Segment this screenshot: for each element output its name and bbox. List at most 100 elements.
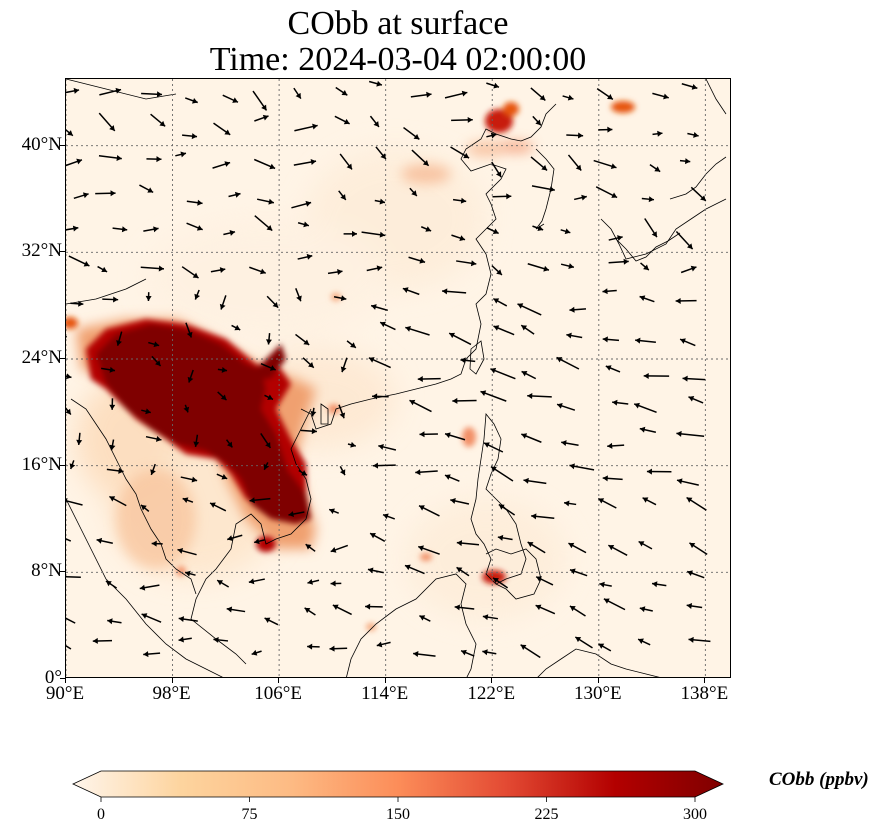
wind-arrow <box>295 333 310 346</box>
lat-tick-label: 32°N <box>21 240 62 262</box>
wind-arrow <box>98 112 116 132</box>
wind-arrow <box>637 638 651 646</box>
wind-arrow <box>141 91 163 98</box>
wind-arrow <box>141 613 162 623</box>
wind-arrow <box>598 126 613 133</box>
wind-arrow <box>411 149 430 167</box>
wind-arrow <box>644 218 658 238</box>
wind-arrow <box>599 581 612 588</box>
wind-arrow <box>676 430 705 437</box>
wind-arrow <box>334 115 350 125</box>
wind-arrow <box>368 357 391 369</box>
wind-arrow <box>177 547 197 556</box>
wind-arrow <box>213 122 231 136</box>
map-canvas <box>66 79 730 677</box>
wind-arrow <box>248 578 265 585</box>
wind-arrow <box>213 636 229 643</box>
wind-arrow <box>452 197 467 204</box>
wind-arrow <box>639 606 653 613</box>
wind-arrow <box>217 366 228 373</box>
wind-arrow <box>520 644 541 659</box>
wind-arrow <box>686 496 707 511</box>
map-title-line2: Time: 2024-03-04 02:00:00 <box>209 41 587 78</box>
wind-arrow <box>597 497 617 509</box>
lat-tick-mark <box>60 678 65 679</box>
wind-arrow <box>366 265 383 272</box>
wind-arrow <box>369 115 380 128</box>
wind-arrow <box>651 581 667 588</box>
wind-arrow <box>175 151 187 158</box>
lon-tick-label: 98°E <box>152 683 191 704</box>
wind-arrow <box>633 402 657 414</box>
wind-arrow <box>294 123 318 132</box>
wind-arrow <box>531 185 555 193</box>
wind-arrow <box>260 362 276 371</box>
wind-arrow <box>338 190 347 201</box>
wind-arrow <box>293 159 317 166</box>
wind-arrow <box>140 265 165 272</box>
wind-arrow <box>652 92 669 100</box>
wind-arrow <box>66 158 83 167</box>
wind-arrow <box>291 200 312 209</box>
wind-arrow <box>140 504 150 512</box>
wind-arrow <box>686 570 705 579</box>
colorbar-tick-label: 0 <box>97 806 105 823</box>
wind-arrow <box>521 433 542 443</box>
wind-arrow <box>569 568 588 577</box>
colorbar-bar <box>72 770 724 798</box>
lon-tick-label: 90°E <box>45 683 85 704</box>
wind-arrow <box>219 295 227 310</box>
wind-arrow <box>563 500 577 507</box>
wind-arrow <box>139 184 154 194</box>
wind-arrow <box>598 643 612 652</box>
lat-tick-mark <box>60 251 65 253</box>
wind-arrow <box>66 644 72 650</box>
wind-arrow <box>688 396 704 404</box>
wind-arrow <box>490 367 516 380</box>
wind-arrow <box>340 357 348 373</box>
wind-arrow <box>307 643 320 650</box>
wind-arrow <box>402 287 420 296</box>
wind-arrow <box>184 570 196 577</box>
wind-arrow <box>640 262 650 271</box>
wind-arrow <box>66 538 72 542</box>
wind-arrow <box>532 225 544 232</box>
wind-arrow <box>226 606 246 613</box>
wind-arrow <box>231 324 241 331</box>
wind-arrow <box>264 394 274 401</box>
wind-arrow <box>608 235 623 241</box>
wind-arrow <box>608 258 629 265</box>
wind-arrow <box>530 87 546 101</box>
wind-arrow <box>263 462 270 471</box>
wind-arrow <box>535 604 556 615</box>
wind-arrow <box>66 407 72 416</box>
wind-arrow <box>148 341 160 348</box>
wind-arrow <box>66 576 81 579</box>
wind-arrow <box>184 97 198 104</box>
wind-arrow <box>372 462 396 469</box>
wind-arrow <box>612 399 629 406</box>
wind-arrow <box>66 335 68 339</box>
wind-arrow <box>339 153 353 170</box>
wind-arrow <box>328 508 339 515</box>
wind-arrow <box>109 398 116 410</box>
wind-arrow <box>638 540 653 550</box>
wind-arrow <box>368 80 383 87</box>
wind-arrow <box>361 231 386 238</box>
lon-tick-mark <box>491 678 493 683</box>
wind-arrow <box>370 304 388 312</box>
colorbar-tick-label: 150 <box>386 806 410 823</box>
wind-arrow <box>186 199 203 206</box>
wind-arrow <box>186 222 203 231</box>
wind-arrow <box>300 428 317 435</box>
wind-arrow <box>180 476 198 483</box>
wind-arrow <box>151 540 163 547</box>
wind-arrow <box>419 615 431 622</box>
wind-arrow <box>452 397 477 404</box>
wind-arrow <box>403 126 420 140</box>
wind-arrow <box>560 228 571 235</box>
wind-arrow <box>333 295 347 302</box>
wind-arrow <box>492 193 512 200</box>
wind-arrow <box>675 297 697 304</box>
wind-arrow <box>448 332 472 346</box>
